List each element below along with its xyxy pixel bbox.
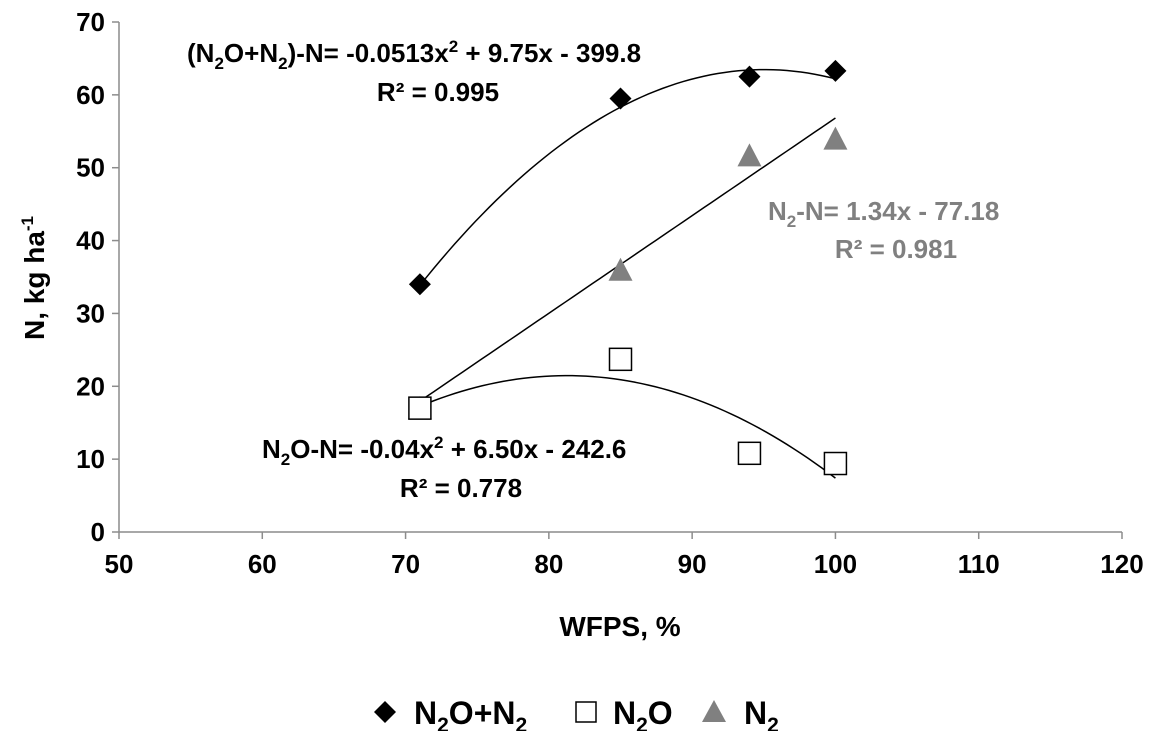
equation-total-formula: (N2O+N2)-N= -0.0513x2 + 9.75x - 399.8 — [187, 37, 641, 73]
marker-total — [609, 87, 632, 110]
x-tick-label: 60 — [248, 549, 277, 579]
marker-total — [824, 59, 847, 82]
equation-n2o: N2O-N= -0.04x2 + 6.50x - 242.6 R² = 0.77… — [262, 433, 626, 503]
axes: 50 60 70 80 90 100 110 120 0 10 20 30 40 50 60 70 — [76, 7, 1144, 579]
legend-marker-triangle — [702, 700, 726, 722]
y-tick-label: 50 — [76, 153, 105, 183]
equation-total: (N2O+N2)-N= -0.0513x2 + 9.75x - 399.8 R²… — [187, 37, 641, 107]
y-tick-label: 60 — [76, 80, 105, 110]
legend-label-n2o: N2O — [613, 695, 673, 731]
legend-item-total: N2O+N2 — [374, 695, 527, 731]
marker-n2o — [608, 347, 633, 372]
y-tick-label: 30 — [76, 298, 105, 328]
y-tick-label: 10 — [76, 444, 105, 474]
x-ticks: 50 60 70 80 90 100 110 120 — [105, 532, 1144, 579]
marker-total — [408, 273, 431, 296]
x-tick-label: 80 — [534, 549, 563, 579]
x-axis-title: WFPS, % — [559, 611, 680, 642]
legend: N2O+N2 N2O N2 — [374, 695, 779, 731]
x-tick-label: 50 — [105, 549, 134, 579]
x-tick-label: 120 — [1100, 549, 1143, 579]
y-tick-label: 70 — [76, 7, 105, 37]
marker-n2 — [737, 143, 762, 167]
equation-n2-formula: N2-N= 1.34x - 77.18 — [768, 196, 999, 231]
legend-item-n2: N2 — [702, 695, 779, 731]
marker-n2o — [408, 396, 432, 420]
marker-n2o — [737, 441, 762, 466]
y-axis-title-main: N, kg ha — [19, 231, 50, 340]
equation-n2: N2-N= 1.34x - 77.18 R² = 0.981 — [768, 196, 999, 264]
x-tick-label: 100 — [814, 549, 857, 579]
legend-item-n2o: N2O — [575, 695, 673, 731]
x-tick-label: 70 — [391, 549, 420, 579]
legend-label-n2: N2 — [744, 695, 779, 731]
equation-n2-r2: R² = 0.981 — [835, 234, 957, 264]
marker-n2 — [823, 126, 848, 150]
y-tick-label: 0 — [91, 517, 105, 547]
legend-marker-diamond — [374, 701, 396, 723]
y-axis-title-sup: -1 — [18, 216, 37, 231]
legend-marker-square — [575, 701, 597, 723]
y-tick-label: 40 — [76, 226, 105, 256]
trendlines — [419, 68, 836, 479]
marker-n2 — [608, 257, 633, 281]
y-tick-label: 20 — [76, 371, 105, 401]
equation-n2o-r2: R² = 0.778 — [400, 473, 522, 503]
markers — [407, 59, 848, 476]
y-axis-title: N, kg ha-1 — [18, 216, 50, 340]
x-tick-label: 90 — [678, 549, 707, 579]
equation-n2o-formula: N2O-N= -0.04x2 + 6.50x - 242.6 — [262, 433, 626, 469]
trendline-total — [419, 68, 836, 286]
y-ticks: 0 10 20 30 40 50 60 70 — [76, 7, 119, 547]
equation-total-r2: R² = 0.995 — [377, 77, 499, 107]
marker-n2o — [823, 451, 848, 476]
trendline-n2o — [419, 374, 836, 479]
x-tick-label: 110 — [958, 549, 1000, 579]
legend-label-total: N2O+N2 — [414, 695, 527, 731]
trendline-n2 — [419, 117, 836, 402]
marker-total — [738, 65, 761, 88]
